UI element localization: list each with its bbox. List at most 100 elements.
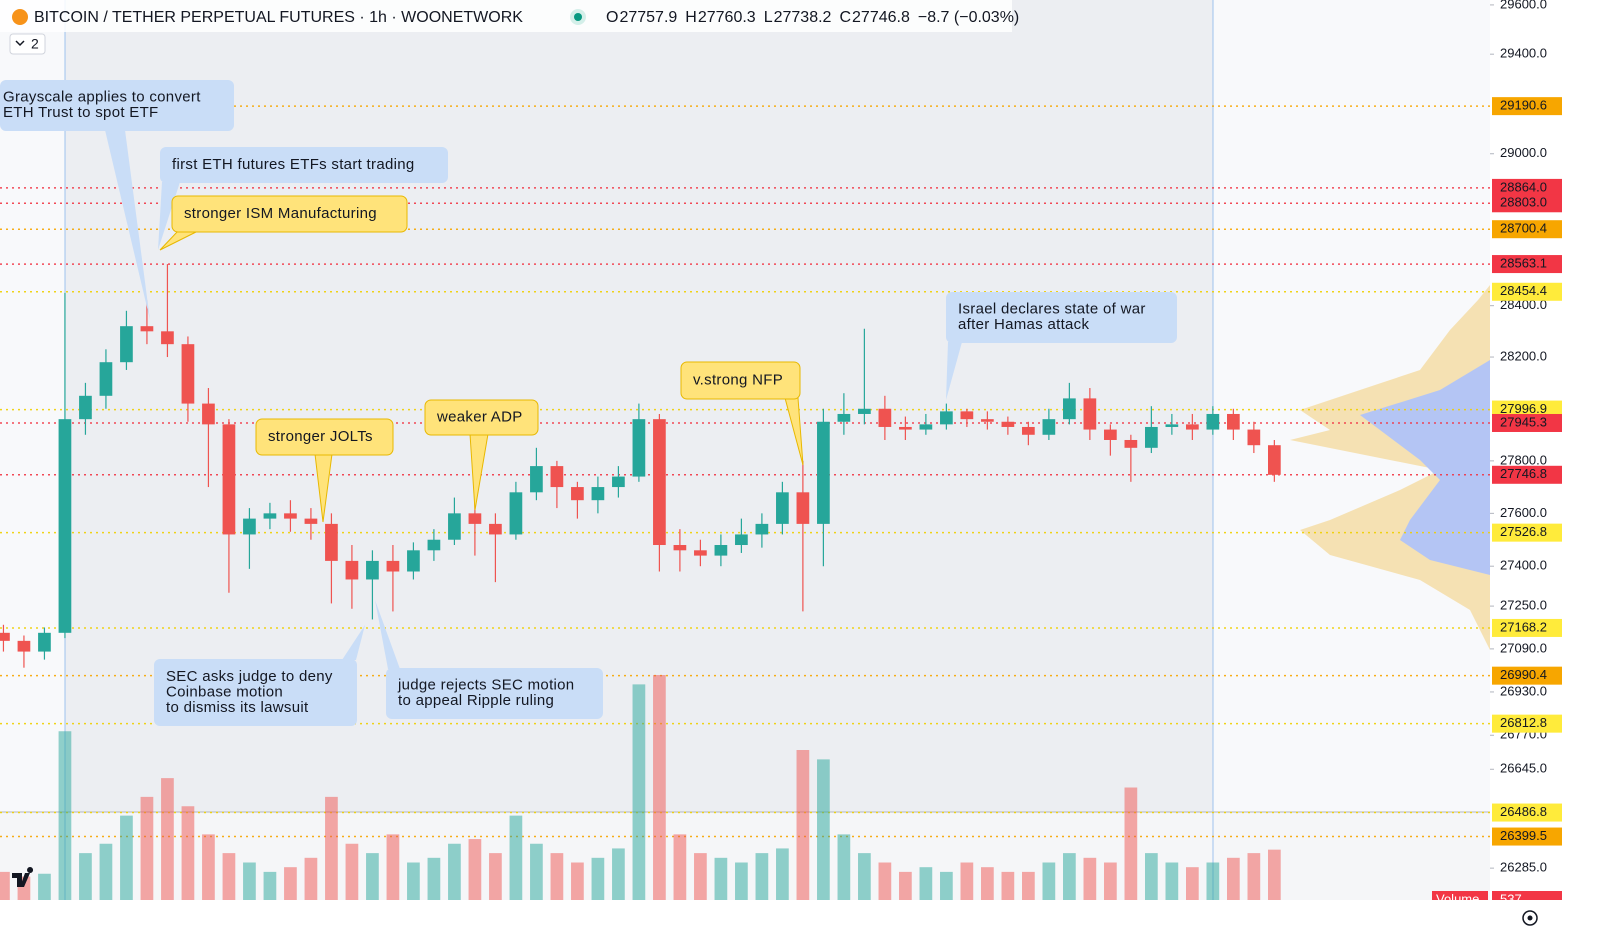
callout-box <box>255 418 394 456</box>
callout-pointer <box>105 130 150 320</box>
candle-body <box>38 632 51 652</box>
price-level-tag <box>1492 465 1562 484</box>
price-level-label: 27526.8 <box>1500 524 1547 539</box>
volume-bar <box>284 867 297 900</box>
candle-body <box>858 408 871 414</box>
price-level-label: 28700.4 <box>1500 221 1547 236</box>
candle-body <box>325 523 338 561</box>
candle-body <box>304 518 318 524</box>
volume-bar <box>509 815 523 900</box>
candle-body <box>899 426 912 430</box>
volume-bar <box>530 843 543 900</box>
candle-body <box>1063 398 1076 420</box>
volume-bar <box>653 675 666 900</box>
callout-text: to dismiss its lawsuit <box>166 699 309 716</box>
volume-bar <box>0 871 10 900</box>
candle-body <box>1042 419 1056 435</box>
volume-bar <box>1186 867 1199 900</box>
volume-bar <box>981 867 994 900</box>
volume-bar <box>735 862 748 900</box>
volume-bar <box>714 857 728 900</box>
candle-body <box>817 421 830 524</box>
y-tick-label: 27250.0 <box>1500 598 1547 613</box>
candle-body <box>79 395 92 420</box>
volume-bar <box>940 871 953 900</box>
price-level-label: 26990.4 <box>1500 667 1547 682</box>
price-level-label: 27746.8 <box>1500 466 1547 481</box>
volume-bar <box>632 684 646 900</box>
volume-bar <box>1001 871 1015 900</box>
volume-bar <box>960 862 974 900</box>
candle-body <box>694 550 707 556</box>
price-level-label: 26812.8 <box>1500 715 1547 730</box>
candle-body <box>1186 424 1199 430</box>
candle-body <box>878 408 892 427</box>
price-axis <box>1490 0 1600 900</box>
volume-bar <box>878 862 892 900</box>
ohlc-value: 27757.9 <box>619 9 677 26</box>
volume-bar <box>181 806 195 900</box>
price-level-tag <box>1492 220 1562 239</box>
callout-box <box>680 361 801 400</box>
volume-bar <box>1165 862 1179 900</box>
candle-body <box>284 513 297 519</box>
candle-body <box>263 513 277 519</box>
candle-body <box>386 560 400 572</box>
callout-box <box>946 292 1177 343</box>
callout-box <box>154 659 357 726</box>
ohlc-value: 27738.2 <box>774 9 832 26</box>
candle-body <box>1145 426 1158 448</box>
price-level-tag <box>1492 523 1562 542</box>
y-tick-label: 27600.0 <box>1500 505 1547 520</box>
tv-logo[interactable] <box>12 867 34 887</box>
callout-text: judge rejects SEC motion <box>397 677 574 694</box>
callout-box <box>171 195 408 233</box>
y-tick-label: 26645.0 <box>1500 761 1547 776</box>
candle-body <box>140 326 154 332</box>
ohlc-key: O <box>606 9 618 26</box>
callout-box <box>386 668 603 719</box>
price-level-tag <box>1492 194 1562 213</box>
volume-bar <box>1042 862 1056 900</box>
price-level-tag <box>1492 666 1562 685</box>
volume-bar <box>1124 787 1138 900</box>
volume-bar <box>1022 871 1035 900</box>
volume-bar <box>304 857 318 900</box>
volume-bar <box>837 834 851 900</box>
candle-body <box>571 487 584 501</box>
volume-bar <box>1083 857 1097 900</box>
marks <box>0 264 1281 900</box>
candle-body <box>489 523 502 535</box>
callout-text: Israel declares state of war <box>958 301 1146 318</box>
candle-body <box>181 344 195 404</box>
candle-body <box>1268 445 1281 475</box>
price-level-label: 28563.1 <box>1500 256 1547 271</box>
volume-bar <box>366 853 379 900</box>
volume-bar <box>899 871 912 900</box>
y-tick-label: 26285.0 <box>1500 860 1547 875</box>
candle-body <box>1022 426 1035 435</box>
candle-body <box>1083 398 1097 430</box>
candle-body <box>714 545 728 556</box>
chart-title: BITCOIN / TETHER PERPETUAL FUTURES · 1h … <box>34 9 523 26</box>
candle-body <box>550 466 564 488</box>
volume-bar <box>58 731 72 900</box>
y-tick-label: 29600.0 <box>1500 0 1547 11</box>
price-level-tag <box>1492 714 1562 733</box>
candle-body <box>673 545 687 551</box>
candle-body <box>120 326 133 363</box>
callout-text: SEC asks judge to deny <box>166 668 333 685</box>
volume-bar <box>468 839 482 900</box>
candle-body <box>99 362 113 396</box>
candle-body <box>345 560 359 580</box>
volume-bar <box>796 750 810 900</box>
settings-button[interactable] <box>1522 910 1538 926</box>
price-level-label: 28864.0 <box>1500 179 1547 194</box>
volume-bar <box>79 853 92 900</box>
indicator-toggle[interactable] <box>9 33 46 55</box>
y-tick-label: 27800.0 <box>1500 452 1547 467</box>
candle-body <box>448 513 461 540</box>
candle-body <box>960 411 974 420</box>
candle-body <box>0 632 10 641</box>
